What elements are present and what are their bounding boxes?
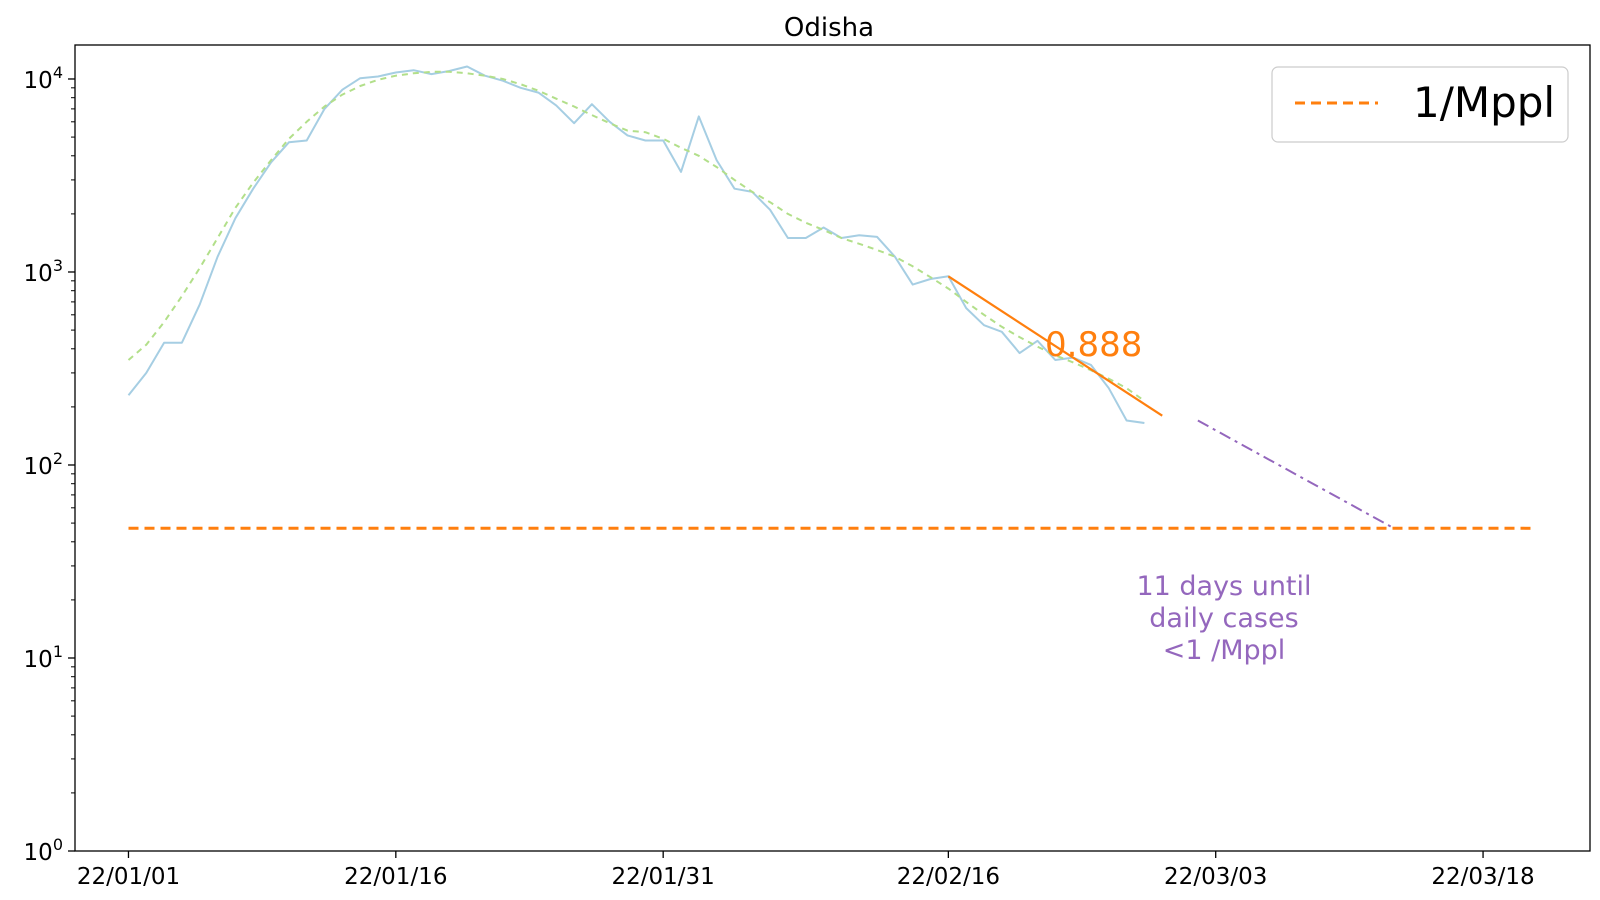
- trend-slope-label: 0.888: [1045, 325, 1142, 365]
- smoothed-series-line: [127, 70, 1145, 402]
- y-tick-label: 101: [24, 642, 63, 673]
- projection-line: [1197, 419, 1395, 530]
- legend-label: 1/Mppl: [1413, 78, 1555, 127]
- y-tick-label: 104: [24, 63, 63, 94]
- y-tick-label: 102: [24, 449, 63, 480]
- series-layer: [127, 65, 1537, 530]
- x-tick-label: 22/01/01: [77, 864, 180, 890]
- legend: 1/Mppl: [1271, 66, 1569, 143]
- axis-ticks: 22/01/01 22/01/16 22/01/31 22/02/16 22/03/03…: [24, 63, 1535, 890]
- trend-fit-line: [947, 275, 1163, 417]
- y-tick-label: 103: [24, 256, 63, 287]
- x-tick-label: 22/03/03: [1164, 864, 1267, 890]
- chart-title: Odisha: [784, 13, 874, 43]
- projection-note-line: 11 days until: [1136, 571, 1311, 602]
- x-tick-label: 22/02/16: [897, 864, 1000, 890]
- y-tick-label: 100: [24, 835, 63, 866]
- x-tick-label: 22/01/16: [344, 864, 447, 890]
- plot-frame: [74, 44, 1591, 852]
- daily-cases-line: [127, 65, 1145, 424]
- legend-box: [1271, 66, 1569, 143]
- x-tick-label: 22/03/18: [1431, 864, 1534, 890]
- projection-note-line: <1 /Mppl: [1163, 635, 1286, 666]
- x-tick-label: 22/01/31: [612, 864, 715, 890]
- projection-note-line: daily cases: [1149, 603, 1298, 634]
